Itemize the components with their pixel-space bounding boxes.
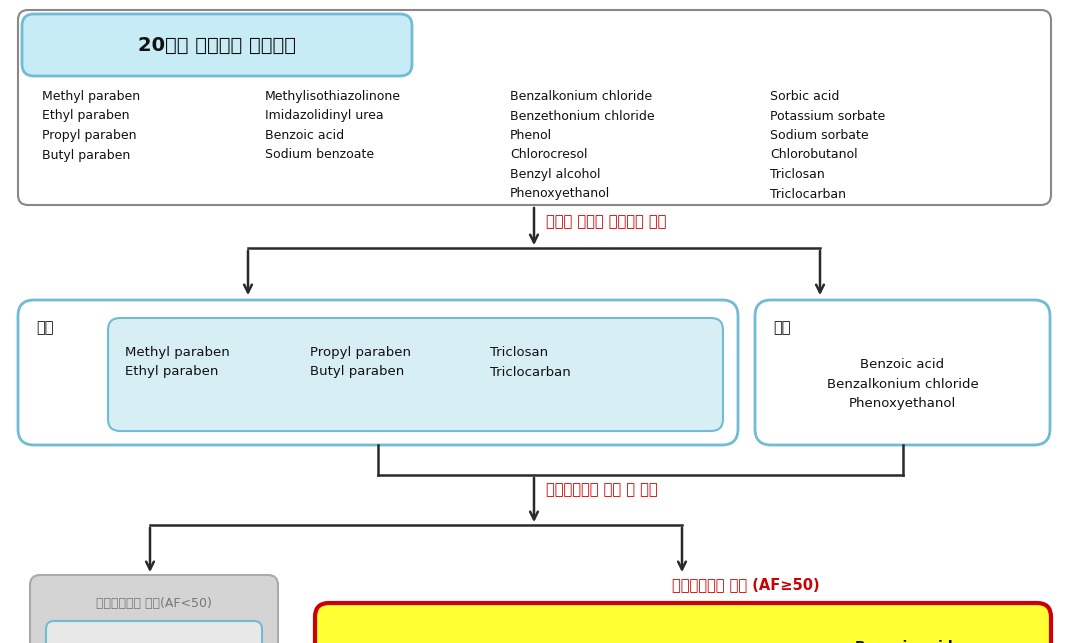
Text: 생태독성정보 수집 낸 검토: 생태독성정보 수집 낸 검토: [546, 482, 657, 498]
Text: Propyl paraben
Butyl paraben: Propyl paraben Butyl paraben: [310, 346, 410, 379]
FancyBboxPatch shape: [18, 300, 738, 445]
Text: Methylisothiazolinone
Imidazolidinyl urea
Benzoic acid
Sodium benzoate: Methylisothiazolinone Imidazolidinyl ure…: [265, 90, 401, 161]
Text: 20종의 의약외품 후보물질: 20종의 의약외품 후보물질: [138, 35, 296, 55]
Text: Methyl paraben
Ethyl paraben: Methyl paraben Ethyl paraben: [125, 346, 230, 379]
Text: Benzalkonium chloride
Benzethonium chloride
Phenol
Chlorocresol
Benzyl alcohol
P: Benzalkonium chloride Benzethonium chlor…: [510, 90, 654, 201]
Text: 국내: 국내: [36, 320, 53, 336]
FancyBboxPatch shape: [18, 10, 1051, 205]
Text: Benzoic acid
Benzalkonium chloride
Phenoxyethanol: Benzoic acid Benzalkonium chloride Pheno…: [816, 640, 992, 643]
Text: Methyl paraben
Ethyl paraben
Propyl paraben
Butyl paraben: Methyl paraben Ethyl paraben Propyl para…: [42, 90, 140, 161]
Text: 생태독성정보 부족 (AF≥50): 생태독성정보 부족 (AF≥50): [672, 577, 820, 592]
Text: 해외: 해외: [773, 320, 790, 336]
FancyBboxPatch shape: [315, 603, 1051, 643]
Text: 생태독성정보 충분(AF<50): 생태독성정보 충분(AF<50): [96, 597, 212, 610]
FancyBboxPatch shape: [22, 14, 412, 76]
Text: Benzoic acid
Benzalkonium chloride
Phenoxyethanol: Benzoic acid Benzalkonium chloride Pheno…: [826, 359, 978, 410]
FancyBboxPatch shape: [30, 575, 278, 643]
Text: 국내외 물환경 검출사례 조사: 국내외 물환경 검출사례 조사: [546, 214, 666, 229]
FancyBboxPatch shape: [46, 621, 262, 643]
FancyBboxPatch shape: [755, 300, 1050, 445]
Text: Triclosan
Triclocarban: Triclosan Triclocarban: [490, 346, 571, 379]
Text: Sorbic acid
Potassium sorbate
Sodium sorbate
Chlorobutanol
Triclosan
Triclocarba: Sorbic acid Potassium sorbate Sodium sor…: [770, 90, 885, 201]
FancyBboxPatch shape: [108, 318, 723, 431]
